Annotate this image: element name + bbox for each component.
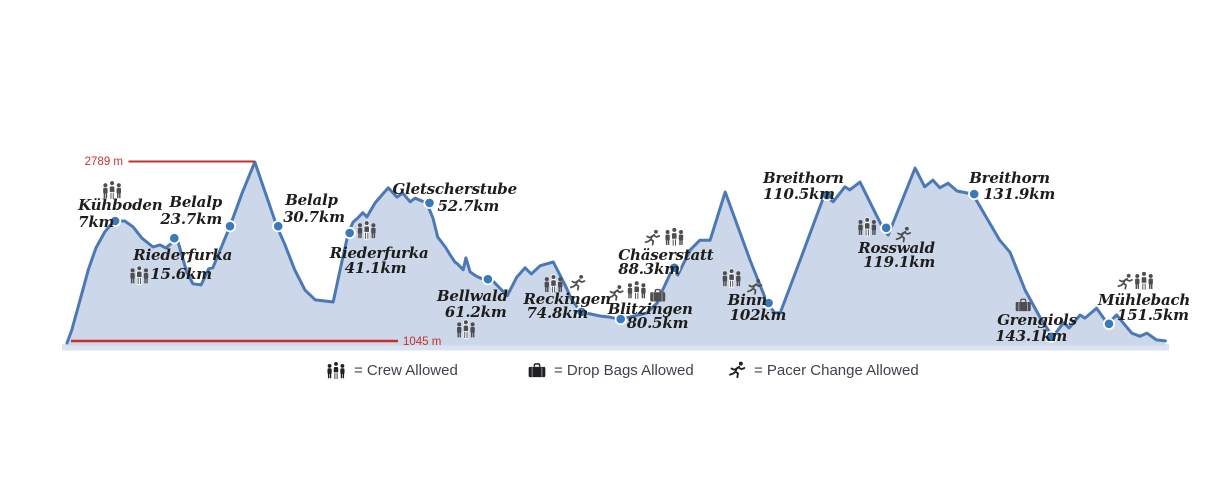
pacer-icon — [608, 284, 624, 301]
checkpoint-name-label: Belalp — [284, 191, 338, 209]
checkpoint-name-label: Kühboden — [77, 196, 162, 214]
drop-bag-icon — [527, 360, 547, 380]
legend-label-crew: = Crew Allowed — [354, 361, 458, 379]
checkpoint-dot — [168, 232, 181, 245]
crew-icon — [325, 359, 347, 382]
legend-item-dropbag: = Drop Bags Allowed — [527, 356, 694, 384]
checkpoint-distance-label: 41.1km — [345, 259, 407, 277]
checkpoint-name-label: Belalp — [168, 193, 222, 211]
pacer-icon — [644, 229, 661, 246]
checkpoint-name-label: Breithorn — [968, 169, 1050, 187]
legend-label-pacer: = Pacer Change Allowed — [754, 361, 919, 379]
checkpoint-name-label: Riederfurka — [132, 246, 232, 264]
checkpoint-distance-label: 80.5km — [627, 314, 689, 332]
checkpoint-distance-label: 151.5km — [1117, 306, 1189, 324]
checkpoint-distance-label: 119.1km — [863, 253, 935, 271]
checkpoint-name-label: Bellwald — [436, 287, 509, 305]
checkpoint-dot — [668, 261, 681, 274]
checkpoint-dot — [880, 221, 893, 234]
crew-icon — [357, 220, 377, 240]
checkpoint-distance-label: 74.8km — [527, 304, 589, 322]
checkpoint-name-label: Breithorn — [762, 169, 844, 187]
checkpoint-distance-label: 143.1km — [995, 327, 1067, 345]
min-elevation-label: 1045 m — [403, 336, 441, 348]
baseline-band — [62, 344, 1169, 351]
checkpoint-dot — [109, 214, 122, 228]
pacer-change-icon — [727, 360, 747, 380]
checkpoint-name-label: Binn — [727, 291, 767, 309]
checkpoint-distance-label: 52.7km — [438, 197, 500, 215]
checkpoint-distance-label: 102km — [730, 306, 787, 324]
checkpoint-dot — [820, 189, 834, 202]
crew-icon — [722, 268, 741, 288]
checkpoint-dot — [223, 220, 237, 233]
crew-icon — [857, 217, 877, 237]
checkpoint-dot — [423, 196, 436, 209]
crew-icon — [664, 227, 684, 247]
crew-icon — [456, 319, 476, 339]
checkpoint-dot — [481, 273, 494, 286]
checkpoint-name-label: Blitzingen — [607, 300, 693, 318]
pacer-icon — [569, 274, 586, 291]
checkpoint-name-label: Grengiols — [997, 311, 1077, 329]
checkpoint-distance-label: 30.7km — [283, 208, 345, 226]
legend-label-dropbag: = Drop Bags Allowed — [554, 361, 694, 379]
checkpoint-name-label: Riederfurka — [329, 244, 429, 262]
checkpoint-name-label: Mühlebach — [1097, 291, 1190, 309]
checkpoint-dot — [968, 188, 981, 201]
checkpoint-name-label: Reckingen — [523, 290, 611, 308]
checkpoint-dot — [614, 312, 627, 326]
checkpoint-name-label: Gletscherstube — [393, 180, 517, 198]
checkpoint-dot — [1102, 317, 1116, 330]
elevation-area — [67, 162, 1166, 346]
checkpoint-distance-label: 131.9km — [983, 185, 1055, 203]
checkpoint-name-label: Chäserstatt — [618, 246, 713, 264]
legend-item-crew: = Crew Allowed — [325, 356, 458, 384]
legend: = Crew Allowed = Drop Bags Allowed = Pac… — [0, 356, 1228, 386]
checkpoint-distance-label: 110.5km — [763, 185, 835, 203]
crew-icon — [1134, 271, 1154, 291]
crew-icon — [627, 280, 647, 300]
checkpoint-distance-label: 23.7km — [159, 210, 222, 228]
checkpoint-dot — [1045, 330, 1058, 343]
max-elevation-label: 2789 m — [85, 156, 123, 168]
checkpoint-labels: Kühboden7kmRiederfurka15.6kmBelalp23.7km… — [77, 169, 1190, 345]
checkpoint-name-label: Rosswald — [857, 239, 935, 257]
checkpoint-dot — [343, 226, 356, 240]
checkpoint-dots — [109, 188, 1116, 343]
elevation-line — [65, 160, 1167, 345]
checkpoint-dot — [762, 296, 775, 310]
crew-icon — [129, 265, 149, 285]
legend-item-pacer: = Pacer Change Allowed — [727, 356, 919, 384]
checkpoint-dot — [575, 305, 588, 318]
checkpoint-distance-label: 7km — [78, 213, 114, 231]
checkpoint-distance-label: 15.6km — [150, 265, 212, 283]
checkpoint-dot — [272, 220, 285, 233]
checkpoint-distance-label: 61.2km — [445, 303, 507, 321]
pacer-icon — [1117, 273, 1133, 290]
checkpoint-distance-label: 88.3km — [618, 260, 680, 278]
